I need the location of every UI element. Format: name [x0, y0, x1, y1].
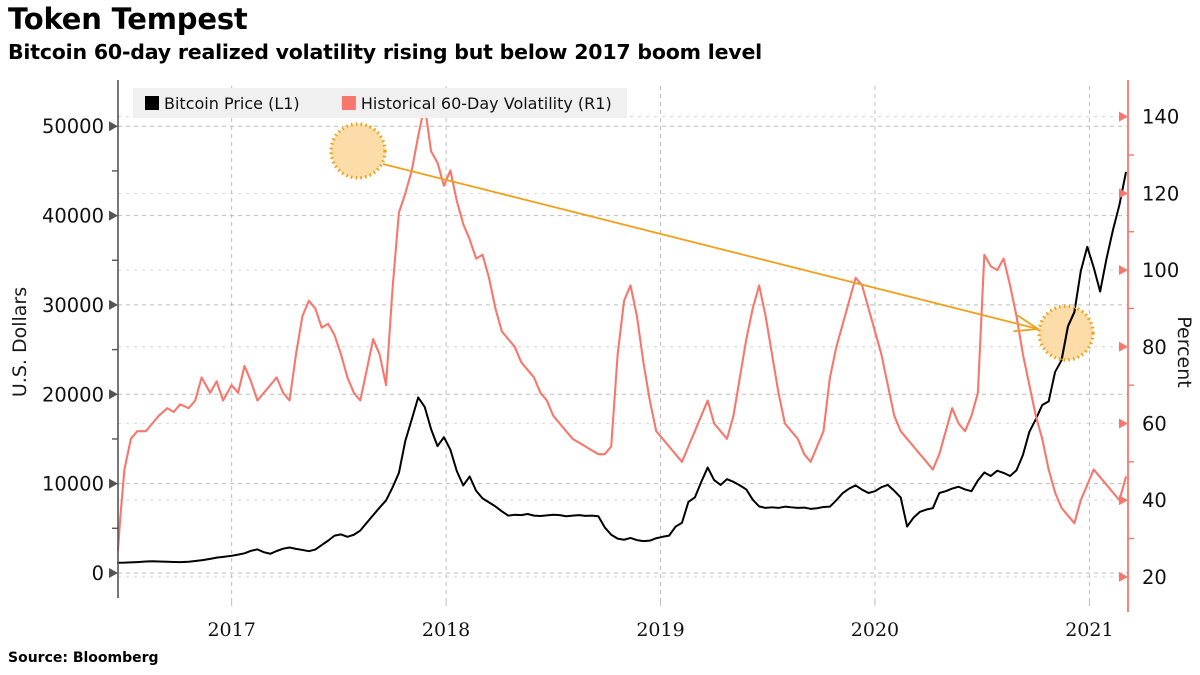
axis-right-tick: [1119, 418, 1128, 429]
chart-legend: Bitcoin Price (L1) Historical 60-Day Vola…: [133, 88, 627, 118]
axis-right: 20 40 60 80 100 120 140: [1119, 80, 1179, 612]
axis-x-tick-label: 2017: [207, 619, 255, 641]
axis-x-tick-label: 2019: [636, 619, 684, 641]
legend-background: [133, 88, 627, 118]
axis-left-tick-label: 30000: [42, 294, 104, 317]
axis-left-tick: [109, 210, 118, 221]
axis-right-title: Percent: [1173, 316, 1195, 388]
legend-label-2: Historical 60-Day Volatility (R1): [361, 94, 612, 113]
axis-left-tick-label: 0: [92, 562, 104, 585]
comparison-arrow-head: [1013, 314, 1039, 333]
annotations-group: [329, 122, 1095, 362]
highlight-circle-2017-peak: [329, 122, 387, 180]
legend-label-1: Bitcoin Price (L1): [164, 94, 300, 113]
axis-x-tick-label: 2020: [851, 619, 899, 641]
comparison-arrow-line: [382, 163, 1039, 330]
axis-right-tick: [1119, 111, 1128, 122]
axis-right-tick: [1119, 571, 1128, 582]
axis-left: 0 10000 20000 30000 40000 50000: [42, 80, 119, 598]
axis-right-tick: [1119, 188, 1128, 199]
axis-x-tick-label: 2021: [1065, 619, 1113, 641]
axis-left-tick-label: 40000: [42, 205, 104, 228]
axis-x: 2017 2018 2019 2020 2021: [207, 598, 1114, 641]
axis-left-tick: [109, 389, 118, 400]
axis-left-tick-label: 10000: [42, 473, 104, 496]
axis-right-tick: [1119, 341, 1128, 352]
axis-left-tick: [109, 299, 118, 310]
axis-left-title: U.S. Dollars: [9, 287, 31, 397]
axis-left-tick-label: 20000: [42, 383, 104, 406]
axis-right-tick-label: 120: [1142, 182, 1179, 205]
axis-right-tick-label: 20: [1142, 566, 1167, 589]
series-group: [116, 104, 1127, 564]
axis-left-tick: [109, 478, 118, 489]
legend-marker-1: [145, 96, 159, 110]
axis-x-tick-label: 2018: [422, 619, 470, 641]
axis-left-tick: [109, 567, 118, 578]
source-attribution: Source: Bloomberg: [8, 650, 159, 666]
axis-right-tick-label: 100: [1142, 259, 1179, 282]
axis-right-tick-label: 40: [1142, 489, 1167, 512]
page-subtitle: Bitcoin 60-day realized volatility risin…: [8, 40, 762, 64]
series-line-price: [117, 171, 1127, 564]
series-line-highlighted: [332, 172, 1092, 359]
axis-right-tick-label: 60: [1142, 412, 1167, 435]
grid-lines: [118, 86, 1128, 598]
axis-right-tick: [1119, 265, 1128, 276]
legend-marker-2: [341, 96, 356, 110]
axis-right-tick-label: 140: [1142, 106, 1179, 129]
page-title: Token Tempest: [8, 2, 248, 36]
axis-left-tick: [109, 121, 118, 132]
axis-right-tick-label: 80: [1142, 336, 1167, 359]
axis-right-tick: [1119, 495, 1128, 506]
axis-left-tick-label: 50000: [42, 115, 104, 138]
series-line-volatility: [116, 104, 1127, 552]
